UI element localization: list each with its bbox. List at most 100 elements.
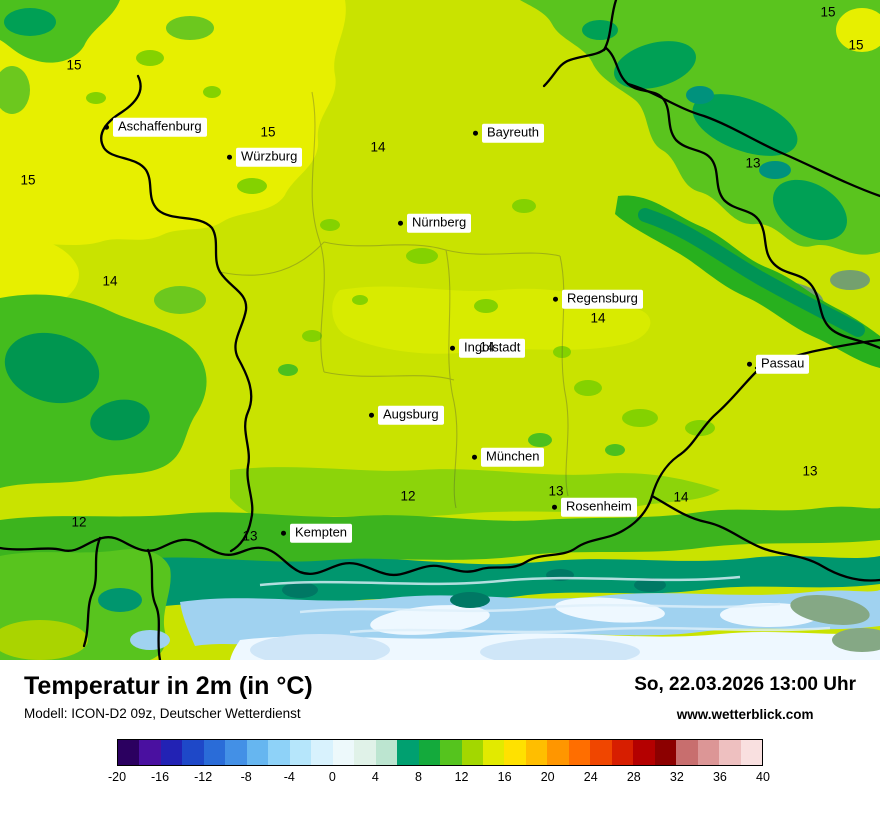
city-dot bbox=[473, 130, 478, 136]
legend-color-cell bbox=[375, 740, 398, 765]
legend-tick-label: -8 bbox=[240, 770, 252, 784]
legend-color-cell bbox=[697, 740, 720, 765]
city-dot bbox=[747, 361, 752, 367]
page-title: Temperatur in 2m (in °C) bbox=[24, 672, 313, 700]
legend-color-cell bbox=[719, 740, 741, 765]
city-label: Ingolstadt bbox=[459, 338, 526, 358]
city-label: Kempten bbox=[290, 523, 353, 543]
city-label: München bbox=[481, 447, 545, 467]
city-label: Augsburg bbox=[378, 405, 444, 425]
legend-color-cell bbox=[482, 740, 505, 765]
legend-tick-label: 40 bbox=[756, 770, 770, 784]
city-marker: Ingolstadt bbox=[450, 338, 526, 358]
legend-tick-label: 12 bbox=[454, 770, 469, 784]
temperature-map: Aschaffenburg Würzburg Bayreuth Nürnberg Reg… bbox=[0, 0, 880, 660]
legend-tick-label: -20 bbox=[107, 770, 127, 784]
city-label: Passau bbox=[756, 354, 810, 374]
legend-tick-label: 0 bbox=[328, 770, 336, 784]
legend-tick-label: 20 bbox=[540, 770, 555, 784]
legend-tick-label: -12 bbox=[194, 770, 213, 784]
legend-color-cell bbox=[332, 740, 355, 765]
legend-color-cell bbox=[654, 740, 677, 765]
city-marker: Kempten bbox=[281, 523, 353, 543]
legend-color-cell bbox=[203, 740, 226, 765]
footer-left: Temperatur in 2m (in °C) Modell: ICON-D2… bbox=[24, 672, 313, 721]
legend-color-cell bbox=[268, 740, 290, 765]
city-dot bbox=[450, 345, 455, 351]
city-marker: Aschaffenburg bbox=[104, 117, 207, 137]
forecast-datetime: So, 22.03.2026 13:00 Uhr bbox=[634, 674, 856, 695]
legend-color-cell bbox=[633, 740, 655, 765]
legend-tick-label: 8 bbox=[414, 770, 422, 784]
legend-tick-label: -16 bbox=[151, 770, 170, 784]
legend-bar bbox=[117, 739, 763, 766]
legend-color-cell bbox=[246, 740, 269, 765]
footer: Temperatur in 2m (in °C) Modell: ICON-D2… bbox=[0, 660, 880, 830]
map-graphic bbox=[0, 0, 880, 660]
legend-color-cell bbox=[525, 740, 548, 765]
legend-color-cell bbox=[354, 740, 376, 765]
legend-tick-label: 36 bbox=[712, 770, 727, 784]
city-dot bbox=[552, 504, 557, 510]
city-dot bbox=[227, 154, 232, 160]
city-dot bbox=[398, 220, 403, 226]
legend-color-cell bbox=[311, 740, 333, 765]
legend-tick-label: 32 bbox=[669, 770, 684, 784]
legend-color-cell bbox=[740, 740, 763, 765]
temperature-value: 15 bbox=[848, 37, 864, 53]
legend-color-cell bbox=[139, 740, 161, 765]
legend-color-cell bbox=[547, 740, 569, 765]
legend-color-cell bbox=[461, 740, 483, 765]
legend-color-cell bbox=[676, 740, 698, 765]
legend-color-cell bbox=[118, 740, 140, 765]
city-label: Rosenheim bbox=[561, 497, 637, 517]
city-dot bbox=[553, 296, 558, 302]
legend-tick-label: 28 bbox=[626, 770, 641, 784]
temperature-value: 13 bbox=[242, 528, 258, 544]
city-label: Würzburg bbox=[236, 147, 303, 167]
legend-color-cell bbox=[504, 740, 526, 765]
city-marker: Würzburg bbox=[227, 147, 303, 167]
legend-tick-label: 24 bbox=[583, 770, 598, 784]
legend-color-cell bbox=[225, 740, 247, 765]
temperature-value: 14 bbox=[102, 273, 118, 289]
city-marker: Nürnberg bbox=[398, 213, 472, 233]
legend-color-cell bbox=[418, 740, 441, 765]
city-dot bbox=[369, 412, 374, 418]
legend-tick-label: 16 bbox=[497, 770, 512, 784]
temperature-value: 14 bbox=[673, 489, 689, 505]
temperature-value: 15 bbox=[260, 124, 276, 140]
temperature-value: 14 bbox=[479, 339, 495, 355]
city-label: Regensburg bbox=[562, 289, 643, 309]
city-label: Bayreuth bbox=[482, 123, 545, 143]
legend-tick-label: -4 bbox=[283, 770, 295, 784]
legend-color-cell bbox=[397, 740, 419, 765]
city-dot bbox=[281, 530, 286, 536]
website-label: www.wetterblick.com bbox=[676, 707, 814, 722]
city-marker: Rosenheim bbox=[552, 497, 637, 517]
city-marker: Regensburg bbox=[553, 289, 643, 309]
legend-color-cell bbox=[568, 740, 591, 765]
temperature-value: 12 bbox=[400, 488, 416, 504]
temperature-value: 15 bbox=[20, 172, 36, 188]
temperature-value: 14 bbox=[370, 139, 386, 155]
legend-color-cell bbox=[160, 740, 183, 765]
legend-ticks: -20 -16 -12 -8 -4 0 4 8 12 16 20 24 28 32 36 40 bbox=[108, 770, 770, 788]
temperature-value: 14 bbox=[590, 310, 606, 326]
city-marker: Passau bbox=[747, 354, 810, 374]
city-marker: Augsburg bbox=[369, 405, 444, 425]
legend-color-cell bbox=[611, 740, 634, 765]
legend-color-cell bbox=[289, 740, 312, 765]
temperature-value: 12 bbox=[71, 514, 87, 530]
temperature-value: 15 bbox=[820, 4, 836, 20]
city-dot bbox=[472, 454, 477, 460]
temperature-value: 13 bbox=[548, 483, 564, 499]
city-marker: Bayreuth bbox=[473, 123, 545, 143]
legend-color-cell bbox=[182, 740, 204, 765]
color-legend: -20 -16 -12 -8 -4 0 4 8 12 16 20 24 28 32 36 40 bbox=[108, 739, 770, 788]
city-label: Nürnberg bbox=[407, 213, 472, 233]
temperature-value: 15 bbox=[66, 57, 82, 73]
footer-right: So, 22.03.2026 13:00 Uhr www.wetterblick… bbox=[634, 672, 856, 722]
temperature-value: 13 bbox=[745, 155, 761, 171]
legend-color-cell bbox=[440, 740, 462, 765]
